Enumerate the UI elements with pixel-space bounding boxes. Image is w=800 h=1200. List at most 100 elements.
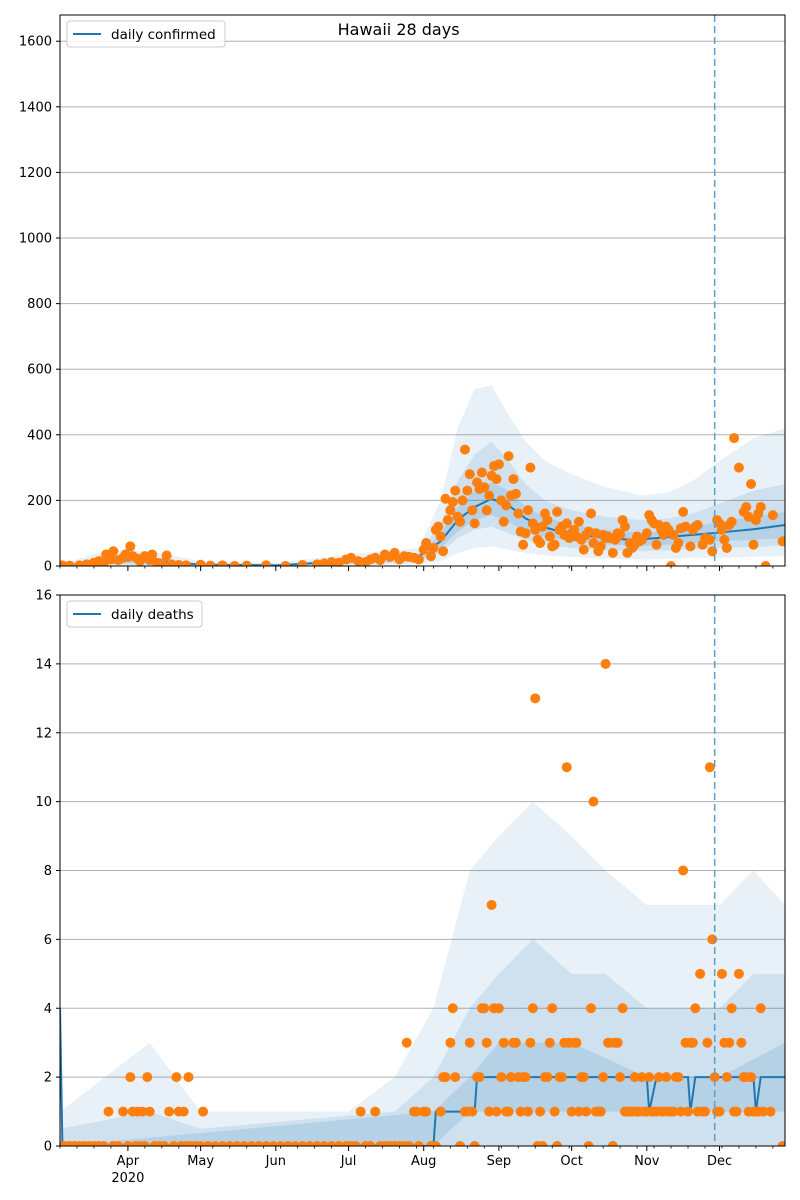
data-point (726, 516, 737, 527)
data-point (721, 1072, 732, 1083)
data-point (522, 505, 533, 516)
data-point (459, 444, 470, 455)
x-year-label: 2020 (111, 1171, 144, 1186)
data-point (542, 1072, 553, 1083)
data-point (438, 546, 449, 557)
data-point (261, 560, 272, 566)
data-point (561, 762, 572, 773)
data-point (588, 796, 599, 807)
data-point (726, 1003, 737, 1014)
legend: daily deaths (66, 600, 203, 628)
deaths-panel: 0 2 4 6 8 10 12 14 16 Apr 2020 May Jun Jul Aug Sep Oct No… (35, 589, 786, 1186)
data-point (198, 1106, 209, 1117)
data-point (530, 693, 541, 704)
data-point (503, 1106, 514, 1117)
data-point (98, 1141, 109, 1146)
legend-box (66, 20, 226, 48)
legend-label: daily deaths (111, 607, 194, 623)
data-point (607, 1141, 618, 1146)
data-point (760, 561, 771, 566)
data-point (401, 1037, 412, 1048)
uncertainty-band (60, 385, 785, 566)
data-point (479, 1003, 490, 1014)
data-point (217, 560, 228, 566)
data-point (685, 541, 696, 552)
data-point (629, 1072, 640, 1083)
data-point (481, 1037, 492, 1048)
data-point (571, 1037, 582, 1048)
y-tick-label: 600 (27, 363, 52, 378)
data-point (699, 1106, 710, 1117)
x-tick-label: Dec (707, 1154, 732, 1169)
data-point (581, 1106, 592, 1117)
data-point (103, 1106, 114, 1117)
data-point (435, 531, 446, 542)
data-point (297, 560, 308, 566)
data-point (765, 1106, 776, 1117)
data-point (755, 1003, 766, 1014)
data-point (573, 516, 584, 527)
data-point (81, 559, 92, 566)
data-point (578, 1072, 589, 1083)
data-point (612, 1037, 623, 1048)
data-point (673, 1072, 684, 1083)
data-point (467, 505, 478, 516)
data-point (607, 547, 618, 558)
data-point (525, 1037, 536, 1048)
data-point (578, 544, 589, 555)
data-point (440, 1072, 451, 1083)
y-tick-label: 1000 (19, 232, 52, 247)
x-tick-label: Aug (411, 1154, 436, 1169)
y-tick-label: 400 (27, 428, 52, 443)
data-point (716, 524, 727, 535)
data-point (777, 1141, 785, 1146)
data-point (178, 1106, 189, 1117)
uncertainty-band (60, 939, 785, 1146)
data-point (229, 561, 240, 566)
data-point (678, 506, 689, 517)
data-point (552, 1141, 563, 1146)
data-point (746, 1072, 757, 1083)
data-point (481, 505, 492, 516)
data-point (469, 518, 480, 529)
y-tick-label: 10 (35, 795, 52, 810)
data-point (164, 1106, 175, 1117)
data-point (736, 1037, 747, 1048)
data-point (241, 560, 252, 566)
data-point (421, 538, 432, 549)
data-point (668, 1106, 679, 1117)
data-point (586, 508, 597, 519)
data-point (142, 1072, 153, 1083)
data-point (464, 469, 475, 480)
chart-title: Hawaii 28 days (338, 20, 460, 39)
data-point (430, 1141, 441, 1146)
data-point (758, 1106, 769, 1117)
data-point (724, 1037, 735, 1048)
legend-box (66, 600, 203, 628)
data-point (644, 1072, 655, 1083)
x-tick-label: Jun (265, 1154, 286, 1169)
y-tick-label: 0 (44, 1140, 52, 1155)
data-point (319, 558, 330, 566)
y-tick-label: 12 (35, 726, 52, 741)
x-tick-label: Apr (117, 1154, 140, 1169)
data-point (498, 516, 509, 527)
legend: daily confirmed (66, 20, 226, 48)
data-point (479, 482, 490, 493)
data-point (125, 1072, 136, 1083)
data-point (702, 1037, 713, 1048)
uncertainty-band (60, 801, 785, 1146)
data-point (719, 534, 730, 545)
y-tick-label: 800 (27, 297, 52, 312)
data-point (108, 546, 119, 557)
legend-label: daily confirmed (111, 27, 216, 43)
data-point (777, 536, 785, 547)
data-point (139, 1141, 150, 1146)
y-tick-label: 8 (44, 864, 52, 879)
data-point (547, 1003, 558, 1014)
data-point (510, 1037, 521, 1048)
data-point (425, 551, 436, 562)
data-point (520, 1072, 531, 1083)
data-point (510, 488, 521, 499)
data-point (544, 1037, 555, 1048)
